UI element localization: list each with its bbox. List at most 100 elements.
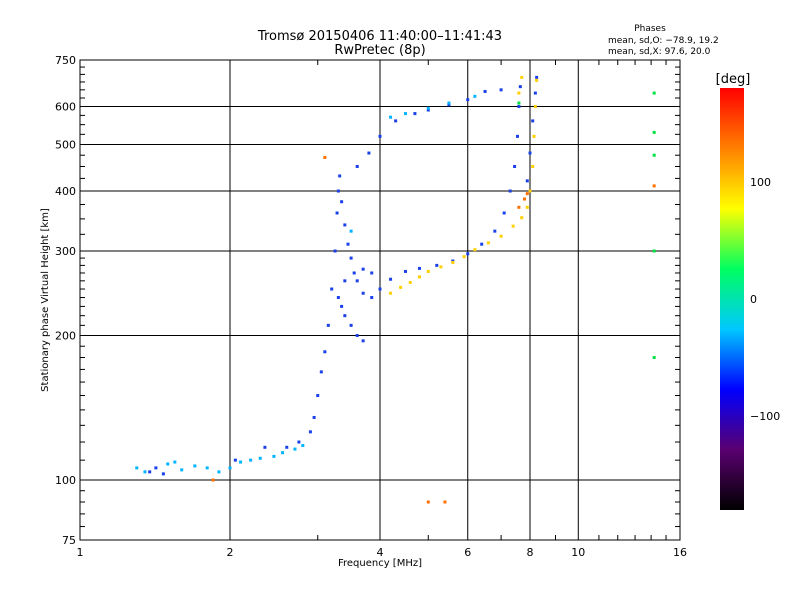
data-point <box>349 323 353 327</box>
data-point <box>361 267 365 271</box>
data-point <box>533 105 537 109</box>
data-point <box>525 192 529 196</box>
data-point <box>426 500 430 504</box>
data-point <box>361 339 365 343</box>
data-point <box>233 458 237 462</box>
data-point <box>515 134 519 138</box>
x-tick-label: 6 <box>464 546 471 559</box>
data-point <box>483 89 487 93</box>
data-point <box>466 252 470 256</box>
data-point <box>520 216 524 220</box>
data-point <box>349 229 353 233</box>
data-point <box>249 458 253 462</box>
data-point <box>443 500 447 504</box>
data-point <box>652 91 656 95</box>
data-point <box>426 269 430 273</box>
x-tick-label: 10 <box>571 546 585 559</box>
y-tick-label: 200 <box>55 330 76 343</box>
data-point <box>378 134 382 138</box>
phase-stats-o: mean, sd,O: −78.9, 19.2 <box>608 36 719 46</box>
data-point <box>394 119 398 123</box>
data-point <box>518 85 522 89</box>
x-axis-label: Frequency [MHz] <box>338 558 422 569</box>
plot-frame <box>79 59 681 541</box>
y-axis-label: Stationary phase Virtual Height [km] <box>40 208 51 392</box>
data-point <box>161 472 165 476</box>
data-point <box>447 101 451 105</box>
data-point <box>239 460 243 464</box>
x-tick-label: 2 <box>227 546 234 559</box>
data-points <box>135 75 656 504</box>
phase-stats-title: Phases <box>634 24 666 34</box>
data-point <box>535 78 539 82</box>
data-point <box>525 179 529 183</box>
y-tick-label: 75 <box>62 534 76 547</box>
data-point <box>652 355 656 359</box>
data-point <box>502 211 506 215</box>
data-point <box>439 265 443 269</box>
data-point <box>417 275 421 279</box>
data-point <box>517 101 521 105</box>
data-point <box>312 415 316 419</box>
data-point <box>413 112 417 116</box>
data-point <box>343 314 347 318</box>
colorbar-tick-label: 100 <box>750 176 771 189</box>
data-point <box>148 470 152 474</box>
data-point <box>173 460 177 464</box>
chart-subtitle: RwPretec (8p) <box>334 43 425 58</box>
colorbar-tick-label: 0 <box>750 293 757 306</box>
data-point <box>343 223 347 227</box>
data-point <box>355 334 359 338</box>
y-axis: 75 100 200 300 400 500 600 750 <box>55 54 680 547</box>
data-point <box>426 108 430 112</box>
data-point <box>499 234 503 238</box>
data-point <box>349 256 353 260</box>
data-point <box>333 249 337 253</box>
data-point <box>525 205 529 209</box>
data-point <box>370 296 374 300</box>
data-point <box>499 88 503 92</box>
data-point <box>323 350 327 354</box>
data-point <box>399 285 403 289</box>
data-point <box>473 248 477 252</box>
data-point <box>513 164 517 168</box>
colorbar <box>720 88 744 510</box>
data-point <box>180 468 184 472</box>
data-point <box>426 106 430 110</box>
phase-stats-x: mean, sd,X: 97.6, 20.0 <box>608 47 711 57</box>
data-point <box>531 164 535 168</box>
data-point <box>335 211 339 215</box>
x-tick-label: 8 <box>527 546 534 559</box>
data-point <box>281 451 285 455</box>
data-point <box>343 279 347 283</box>
data-point <box>417 266 421 270</box>
data-point <box>531 119 535 123</box>
data-point <box>217 470 221 474</box>
y-tick-label: 300 <box>55 245 76 258</box>
x-tick-label: 1 <box>77 546 84 559</box>
data-point <box>272 454 276 458</box>
data-point <box>517 105 521 109</box>
data-point <box>316 394 320 398</box>
y-tick-label: 500 <box>55 139 76 152</box>
data-point <box>340 200 344 204</box>
data-point <box>193 464 197 468</box>
data-point <box>352 271 356 275</box>
y-tick-label: 750 <box>55 54 76 67</box>
data-point <box>528 189 532 193</box>
data-point <box>652 153 656 157</box>
data-point <box>451 260 455 264</box>
data-point <box>389 277 393 281</box>
y-tick-label: 100 <box>55 474 76 487</box>
data-point <box>408 280 412 284</box>
data-point <box>517 91 521 95</box>
data-point <box>326 323 330 327</box>
data-point <box>297 440 301 444</box>
data-point <box>367 151 371 155</box>
data-point <box>486 241 490 245</box>
data-point <box>330 287 334 291</box>
data-point <box>338 174 342 178</box>
data-point <box>652 130 656 134</box>
data-point <box>323 155 327 159</box>
